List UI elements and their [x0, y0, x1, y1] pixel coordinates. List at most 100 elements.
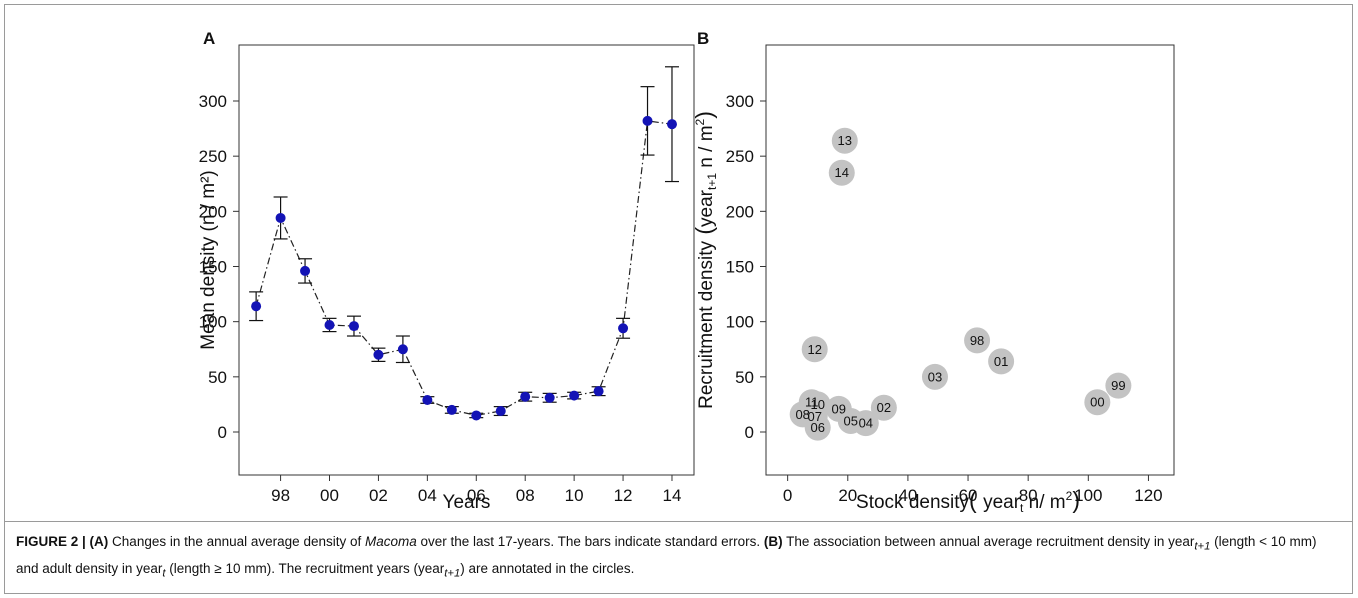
panel-b-data-point [870, 394, 897, 421]
panel-a-data-point [373, 349, 384, 360]
panel-b-y-tick-label: 300 [726, 92, 754, 111]
panel-a-y-tick-label: 100 [199, 313, 227, 332]
panel-b-data-point [852, 410, 879, 437]
panel-a-label: A [203, 29, 215, 48]
panel-a-data-point [642, 115, 653, 126]
panel-a-data-point [397, 344, 408, 355]
caption-text-5: (length ≥ 10 mm). The recruitment years … [165, 560, 445, 576]
panel-a-data-point [593, 386, 604, 397]
panel-a-data-point [324, 319, 335, 330]
caption-figure-label: FIGURE 2 | [16, 534, 90, 549]
panel-a-data-point [348, 321, 359, 332]
panel-a-data-point [544, 392, 555, 403]
caption-b-label: (B) [763, 534, 783, 549]
panel-b-y-axis-title-main: Recruitment density [696, 241, 717, 409]
caption-divider [4, 521, 1353, 522]
panel-b-point-label: 00 [1090, 395, 1104, 410]
panel-b-y-tick-label: 100 [726, 313, 754, 332]
panel-b-y-axis-title-tail: n / m [696, 125, 717, 173]
panel-a-data-point [422, 395, 433, 406]
panel-a-x-tick-label: 08 [516, 486, 535, 505]
panel-b-point-label: 01 [994, 354, 1008, 369]
panel-b-x-tick-label: 80 [1019, 486, 1038, 505]
panel-a-y-tick-label: 150 [199, 258, 227, 277]
panel-b-y-axis-title-paren-close: ) [691, 111, 717, 119]
panel-b-label: B [697, 29, 709, 48]
panel-b-x-axis-title-unit: year [983, 492, 1021, 513]
caption-sub-1: t+1 [1194, 540, 1211, 553]
panel-b-data-point [1084, 389, 1111, 416]
caption-text-3: The association between annual average r… [782, 534, 1195, 549]
panel-b-y-tick-label: 150 [726, 258, 754, 277]
panel-a-y-tick-label: 300 [199, 92, 227, 111]
panel-b-point-label: 07 [807, 409, 821, 424]
panel-b-point-label: 10 [810, 397, 824, 412]
panel-b-point-label: 11 [805, 395, 819, 410]
panel-b-point-label: 02 [877, 400, 891, 415]
caption-species: Macoma [364, 534, 417, 549]
panel-a-x-tick-label: 12 [614, 486, 633, 505]
panel-b-point-label: 99 [1111, 378, 1125, 393]
panel-b-y-axis-title-sup: 2 [693, 118, 707, 125]
panel-b-x-tick-label: 100 [1074, 486, 1102, 505]
panel-b-y-axis-title-paren: ( [691, 227, 717, 241]
panel-a-x-tick-label: 06 [467, 486, 486, 505]
panel-a-x-axis-title: Years [443, 492, 491, 513]
panel-b-data-point [804, 414, 831, 441]
panel-b-y-tick-label: 200 [726, 202, 754, 221]
panel-b-point-label: 14 [835, 165, 849, 180]
panel-a-x-tick-label: 10 [565, 486, 584, 505]
panel-b-x-tick-label: 60 [959, 486, 978, 505]
panel-b-data-point [964, 327, 991, 354]
figure-frame [4, 4, 1353, 594]
caption-text-6: ) are annotated in the circles. [460, 560, 635, 576]
panel-a-x-tick-label: 02 [369, 486, 388, 505]
panel-b-x-axis-title-main: Stock density [856, 492, 969, 513]
panel-b-plot-frame [765, 44, 1175, 476]
panel-a-data-point [446, 404, 457, 415]
panel-b-point-label: 05 [844, 413, 858, 428]
panel-a-data-point [251, 301, 262, 312]
panel-b-x-axis-title-sub: t [1020, 501, 1024, 515]
panel-a-data-point [300, 265, 311, 276]
panel-a-data-point [495, 406, 506, 417]
figure-caption: FIGURE 2 | (A) Changes in the annual ave… [16, 531, 1342, 584]
panel-b-x-axis-title-tail: n/ m [1023, 492, 1065, 513]
panel-b-point-label: 04 [859, 416, 873, 431]
panel-a-y-tick-label: 50 [208, 368, 227, 387]
panel-b-y-tick-label: 250 [726, 147, 754, 166]
panel-b-data-point [921, 363, 948, 390]
panel-b-y-axis-title: Recruitment density (yeart+1 n / m2) [691, 111, 719, 409]
caption-a-label: (A) [89, 534, 109, 549]
panel-a-data-point [471, 410, 482, 421]
panel-b-data-point [831, 127, 858, 154]
panel-a-x-tick-label: 14 [663, 486, 682, 505]
panel-b-point-label: 03 [928, 369, 942, 384]
panel-b-x-tick-label: 20 [838, 486, 857, 505]
panel-b-point-label: 98 [970, 333, 984, 348]
panel-a-x-tick-label: 04 [418, 486, 437, 505]
panel-b-x-axis-title-paren-close: ) [1072, 487, 1080, 513]
panel-b-data-point [1105, 372, 1132, 399]
panel-b-x-axis-title: Stock density( yeart n/ m2) [856, 487, 1080, 515]
panel-b-x-axis-title-paren: ( [969, 487, 983, 513]
panel-b-y-tick-label: 0 [745, 423, 754, 442]
panel-a-data-point [520, 391, 531, 402]
caption-text-1: Changes in the annual average density of [108, 534, 365, 549]
panel-a-y-axis-title: Mean density (n / m²) [198, 170, 219, 350]
panel-b-point-label: 06 [810, 420, 824, 435]
panel-b-point-label: 13 [838, 133, 852, 148]
panel-a-data-point [618, 323, 629, 334]
panel-b-data-point [988, 348, 1015, 375]
caption-sub-2: t [162, 567, 166, 580]
panel-b-point-label: 12 [807, 342, 821, 357]
panel-b-data-point [801, 336, 828, 363]
panel-b-y-axis-title-unit: year [696, 189, 717, 227]
caption-text-4: (length < 10 mm) and adult density in ye… [16, 534, 1317, 576]
panel-a-x-tick-label: 00 [320, 486, 339, 505]
panel-a-data-point [569, 390, 580, 401]
panel-b-y-axis-title-sub: t+1 [705, 173, 719, 190]
panel-b-point-label: 08 [795, 407, 809, 422]
caption-text-2: over the last 17-years. The bars indicat… [416, 534, 764, 549]
panel-a-data-point [275, 212, 286, 223]
